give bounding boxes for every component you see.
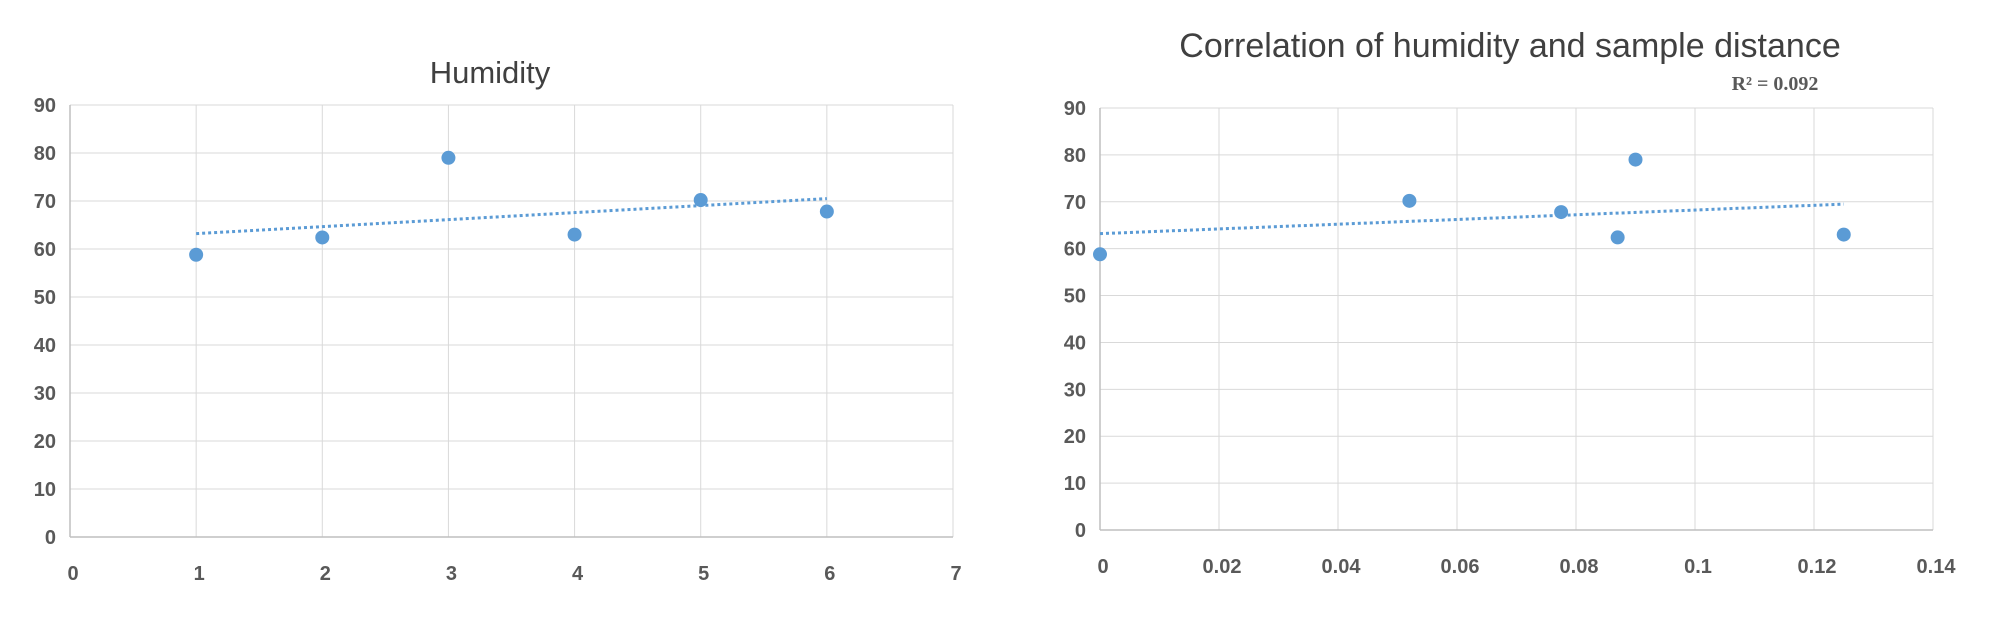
humidity-y-tick-label: 90 bbox=[34, 95, 56, 117]
humidity-chart: Humidity 0 10 20 30 40 50 60 70 80 90 0 1 2 3 4 5 6 7 bbox=[0, 0, 980, 622]
humidity-y-tick-label: 0 bbox=[45, 527, 56, 549]
humidity-x-tick-label: 6 bbox=[824, 563, 835, 585]
correlation-x-tick-label: 0.12 bbox=[1798, 556, 1837, 578]
humidity-data-point bbox=[819, 204, 834, 219]
correlation-y-tick-label: 90 bbox=[1064, 98, 1086, 120]
humidity-x-tick-label: 1 bbox=[194, 563, 205, 585]
correlation-x-tick-label: 0.14 bbox=[1917, 556, 1957, 578]
correlation-y-tick-label: 10 bbox=[1064, 473, 1086, 495]
humidity-y-tick-label: 70 bbox=[34, 191, 56, 213]
correlation-y-tick-label: 40 bbox=[1064, 332, 1086, 354]
humidity-x-tick-label: 5 bbox=[698, 563, 709, 585]
correlation-r-squared-label: R² = 0.092 bbox=[1732, 73, 1819, 95]
correlation-y-tick-label: 20 bbox=[1064, 426, 1086, 448]
humidity-x-tick-label: 2 bbox=[320, 563, 331, 585]
humidity-y-tick-label: 20 bbox=[34, 431, 56, 453]
correlation-x-tick-label: 0.06 bbox=[1441, 556, 1480, 578]
correlation-x-tick-label: 0 bbox=[1097, 556, 1108, 578]
correlation-x-tick-label: 0.1 bbox=[1684, 556, 1712, 578]
correlation-x-tick-label: 0.08 bbox=[1560, 556, 1599, 578]
correlation-x-tick-label: 0.02 bbox=[1203, 556, 1242, 578]
correlation-y-tick-label: 80 bbox=[1064, 145, 1086, 167]
humidity-y-tick-label: 40 bbox=[34, 335, 56, 357]
humidity-y-tick-label: 50 bbox=[34, 287, 56, 309]
correlation-data-point bbox=[1836, 227, 1851, 242]
humidity-title: Humidity bbox=[430, 55, 551, 90]
humidity-data-point bbox=[189, 247, 204, 262]
correlation-data-point bbox=[1093, 247, 1107, 262]
humidity-y-tick-label: 10 bbox=[34, 479, 56, 501]
correlation-title: Correlation of humidity and sample dista… bbox=[1179, 27, 1840, 65]
correlation-y-tick-label: 30 bbox=[1064, 379, 1086, 401]
humidity-data-point bbox=[315, 230, 330, 245]
humidity-data-point bbox=[567, 227, 582, 242]
humidity-chart-svg: Humidity 0 10 20 30 40 50 60 70 80 90 0 1 2 3 4 5 6 7 bbox=[34, 55, 962, 585]
humidity-y-tick-label: 60 bbox=[34, 239, 56, 261]
humidity-y-tick-label: 30 bbox=[34, 383, 56, 405]
correlation-y-tick-label: 60 bbox=[1064, 239, 1086, 261]
correlation-y-tick-label: 70 bbox=[1064, 192, 1086, 214]
correlation-data-point bbox=[1554, 205, 1569, 220]
humidity-x-tick-label: 7 bbox=[950, 563, 961, 585]
correlation-data-point bbox=[1610, 230, 1625, 245]
humidity-y-tick-label: 80 bbox=[34, 143, 56, 165]
correlation-chart: Correlation of humidity and sample dista… bbox=[1020, 0, 1991, 622]
correlation-y-tick-label: 50 bbox=[1064, 286, 1086, 308]
humidity-x-tick-label: 0 bbox=[67, 563, 78, 585]
humidity-x-tick-label: 3 bbox=[446, 563, 457, 585]
correlation-data-point bbox=[1402, 193, 1417, 208]
correlation-data-point bbox=[1628, 152, 1643, 167]
humidity-data-point bbox=[441, 150, 456, 165]
humidity-trendline bbox=[196, 197, 827, 236]
correlation-x-tick-label: 0.04 bbox=[1322, 556, 1362, 578]
humidity-x-tick-label: 4 bbox=[572, 563, 584, 585]
correlation-trendline bbox=[1099, 202, 1844, 236]
correlation-y-tick-label: 0 bbox=[1075, 520, 1086, 542]
correlation-chart-svg: Correlation of humidity and sample dista… bbox=[1064, 27, 1957, 578]
humidity-data-point bbox=[693, 193, 708, 208]
